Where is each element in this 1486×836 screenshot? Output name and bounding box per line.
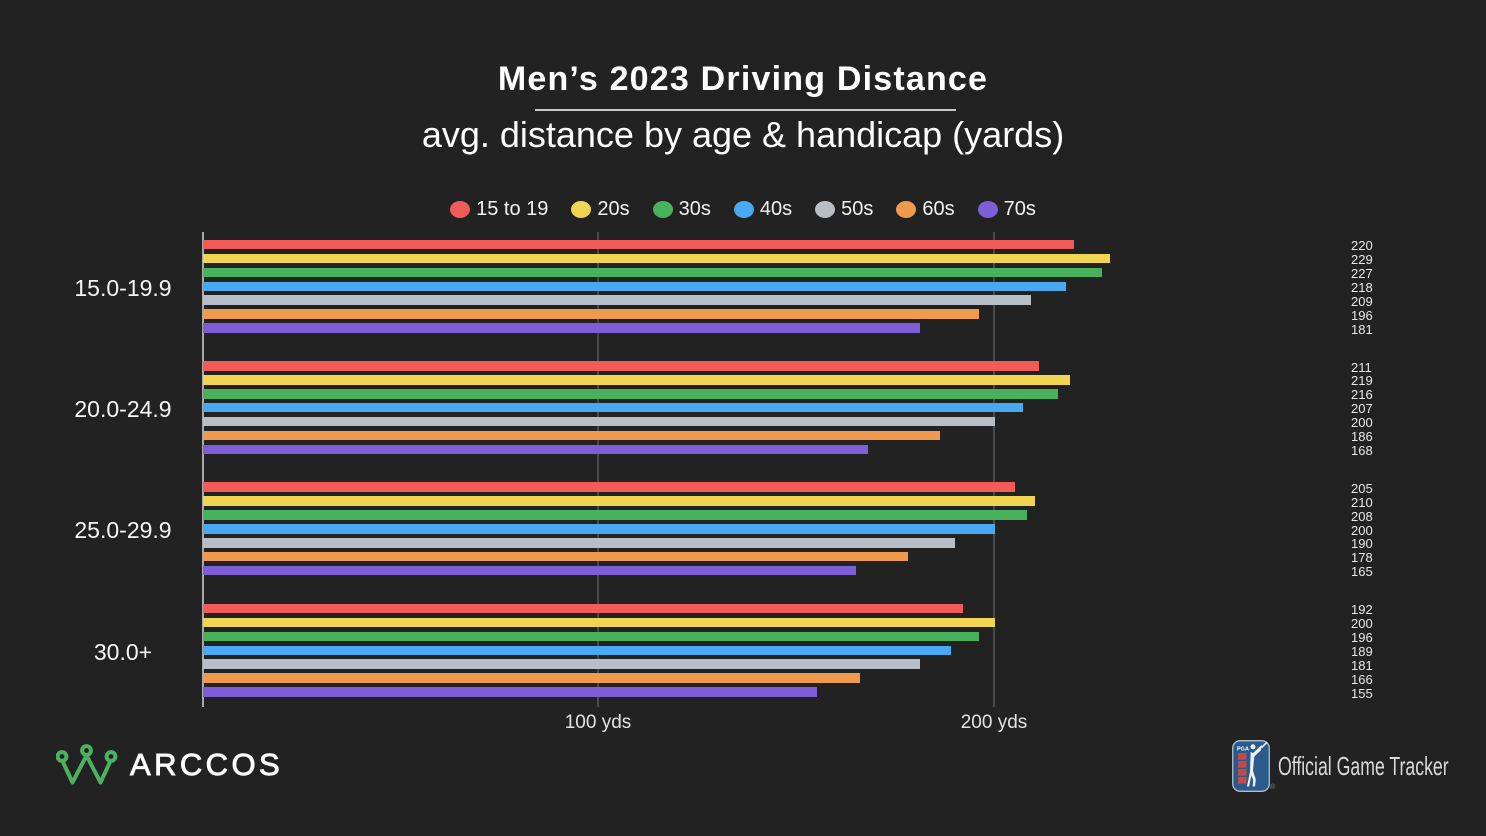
svg-text:PGA: PGA (1237, 747, 1249, 753)
